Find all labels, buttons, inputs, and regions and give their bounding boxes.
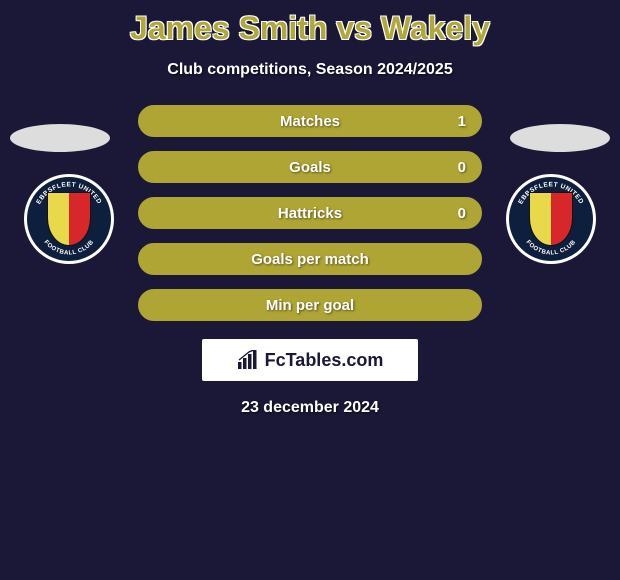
- stat-label: Matches: [280, 113, 340, 130]
- badge-shield: [47, 192, 91, 246]
- club-badge-left: EBBSFLEET UNITED FOOTBALL CLUB: [24, 174, 114, 264]
- stat-label: Hattricks: [278, 205, 342, 222]
- brand-box: FcTables.com: [202, 339, 418, 381]
- stat-value-right: 0: [458, 159, 466, 176]
- stat-label: Min per goal: [266, 297, 354, 314]
- stats-container: Matches 1 Goals 0 Hattricks 0 Goals per …: [138, 105, 482, 321]
- badge-shield: [529, 192, 573, 246]
- stat-value-right: 0: [458, 205, 466, 222]
- club-badge-right: EBBSFLEET UNITED FOOTBALL CLUB: [506, 174, 596, 264]
- player-avatar-left: [10, 124, 110, 152]
- page-title: James Smith vs Wakely: [0, 0, 620, 47]
- stat-label: Goals per match: [251, 251, 369, 268]
- stat-row-goals-per-match: Goals per match: [138, 243, 482, 275]
- bar-chart-icon: [237, 350, 259, 370]
- date-line: 23 december 2024: [0, 399, 620, 417]
- stat-row-hattricks: Hattricks 0: [138, 197, 482, 229]
- stat-row-goals: Goals 0: [138, 151, 482, 183]
- stat-row-matches: Matches 1: [138, 105, 482, 137]
- badge-outer-ring: EBBSFLEET UNITED FOOTBALL CLUB: [24, 174, 114, 264]
- stat-label: Goals: [289, 159, 331, 176]
- stat-value-right: 1: [458, 113, 466, 130]
- player-avatar-right: [510, 124, 610, 152]
- badge-outer-ring: EBBSFLEET UNITED FOOTBALL CLUB: [506, 174, 596, 264]
- brand-text: FcTables.com: [265, 350, 384, 371]
- stat-row-min-per-goal: Min per goal: [138, 289, 482, 321]
- subtitle: Club competitions, Season 2024/2025: [0, 61, 620, 79]
